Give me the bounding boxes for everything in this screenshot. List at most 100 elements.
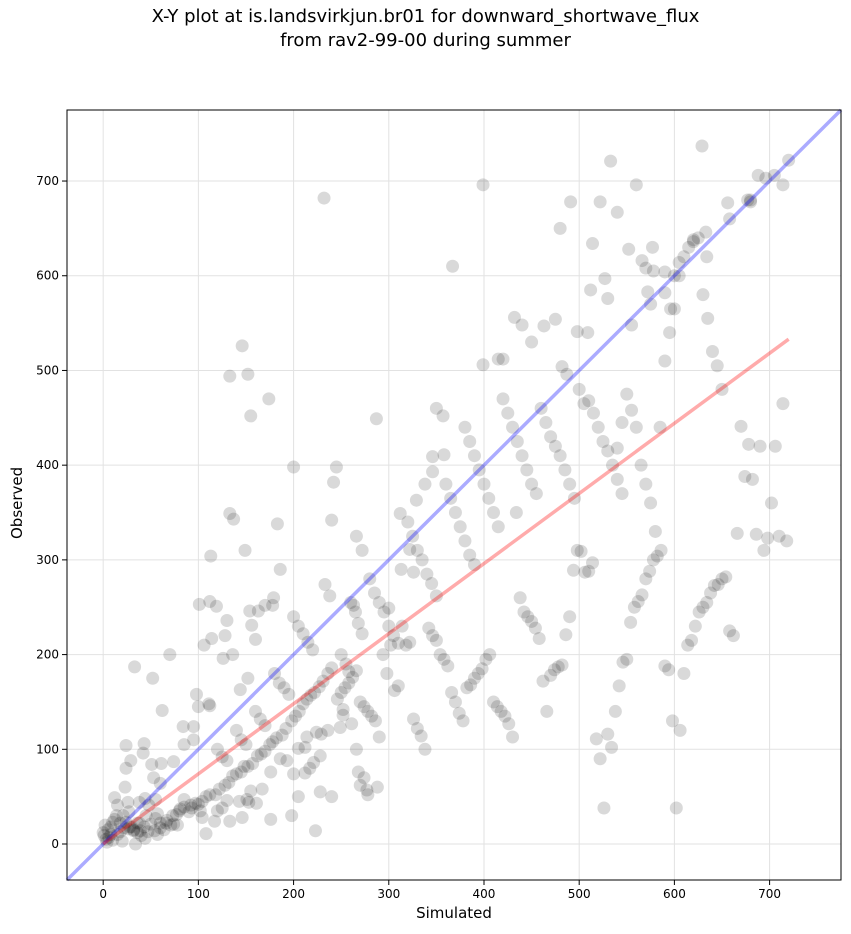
data-point xyxy=(249,796,263,810)
grid-lines xyxy=(67,110,841,880)
data-point xyxy=(605,740,619,754)
data-point xyxy=(226,648,240,662)
data-point xyxy=(710,359,724,373)
data-point xyxy=(144,817,158,831)
data-point xyxy=(157,823,171,837)
data-point xyxy=(142,798,156,812)
data-point xyxy=(96,826,110,840)
data-point xyxy=(218,629,232,643)
data-point xyxy=(393,506,407,520)
data-point xyxy=(643,564,657,578)
data-point xyxy=(553,449,567,463)
data-point xyxy=(574,544,588,558)
data-point xyxy=(418,742,432,756)
data-point xyxy=(586,556,600,570)
data-point xyxy=(584,283,598,297)
data-point xyxy=(682,240,696,254)
data-point xyxy=(296,697,310,711)
data-point xyxy=(357,771,371,785)
x-tick-label: 200 xyxy=(282,887,305,901)
data-point xyxy=(147,771,161,785)
data-point xyxy=(184,798,198,812)
data-point xyxy=(130,816,144,830)
data-point xyxy=(210,804,224,818)
data-point xyxy=(119,815,133,829)
data-point xyxy=(646,553,660,567)
data-point xyxy=(487,695,501,709)
data-point xyxy=(124,754,138,768)
data-point xyxy=(303,761,317,775)
data-point xyxy=(106,815,120,829)
data-point xyxy=(255,782,269,796)
data-point xyxy=(692,605,706,619)
data-point xyxy=(577,397,591,411)
data-point xyxy=(429,633,443,647)
data-point xyxy=(197,638,211,652)
data-point xyxy=(220,793,234,807)
data-point xyxy=(191,700,205,714)
data-point xyxy=(203,788,217,802)
data-point xyxy=(563,610,577,624)
data-point xyxy=(287,460,301,474)
data-point xyxy=(363,572,377,586)
data-point xyxy=(782,153,796,167)
data-point xyxy=(291,790,305,804)
data-point xyxy=(159,816,173,830)
data-point xyxy=(422,621,436,635)
data-point xyxy=(153,821,167,835)
data-point xyxy=(122,805,136,819)
data-point xyxy=(615,487,629,501)
data-point xyxy=(437,652,451,666)
data-point xyxy=(370,780,384,794)
data-point xyxy=(349,664,363,678)
data-point xyxy=(705,345,719,359)
data-point xyxy=(166,809,180,823)
data-point xyxy=(170,818,184,832)
data-point xyxy=(336,708,350,722)
data-point xyxy=(323,589,337,603)
data-point xyxy=(232,794,246,808)
data-point xyxy=(395,619,409,633)
data-point xyxy=(193,804,207,818)
data-point xyxy=(119,739,133,753)
data-point xyxy=(119,761,133,775)
data-point xyxy=(351,765,365,779)
data-point xyxy=(251,604,265,618)
data-point xyxy=(483,648,497,662)
data-point xyxy=(220,613,234,627)
data-point xyxy=(507,310,521,324)
data-point xyxy=(658,265,672,279)
data-point xyxy=(137,820,151,834)
data-point xyxy=(625,403,639,417)
data-point xyxy=(616,655,630,669)
data-point xyxy=(351,616,365,630)
data-point xyxy=(502,717,516,731)
data-point xyxy=(339,657,353,671)
x-axis-label: Simulated xyxy=(416,904,492,922)
data-point xyxy=(223,814,237,828)
data-point xyxy=(266,598,280,612)
y-tick-label: 100 xyxy=(36,742,59,756)
data-point xyxy=(327,475,341,489)
data-point xyxy=(345,717,359,731)
data-point xyxy=(177,800,191,814)
data-point xyxy=(298,740,312,754)
data-point xyxy=(360,783,374,797)
data-point xyxy=(215,750,229,764)
data-point xyxy=(555,360,569,374)
data-point xyxy=(622,242,636,256)
data-point xyxy=(185,801,199,815)
data-point xyxy=(149,811,163,825)
data-point xyxy=(759,171,773,185)
data-point xyxy=(117,821,131,835)
x-tick-label: 400 xyxy=(473,887,496,901)
data-point xyxy=(401,515,415,529)
data-point xyxy=(264,765,278,779)
data-point xyxy=(629,420,643,434)
data-point xyxy=(406,529,420,543)
data-point xyxy=(658,286,672,300)
data-point xyxy=(118,780,132,794)
data-point xyxy=(539,416,553,430)
data-point xyxy=(645,240,659,254)
data-point xyxy=(686,235,700,249)
